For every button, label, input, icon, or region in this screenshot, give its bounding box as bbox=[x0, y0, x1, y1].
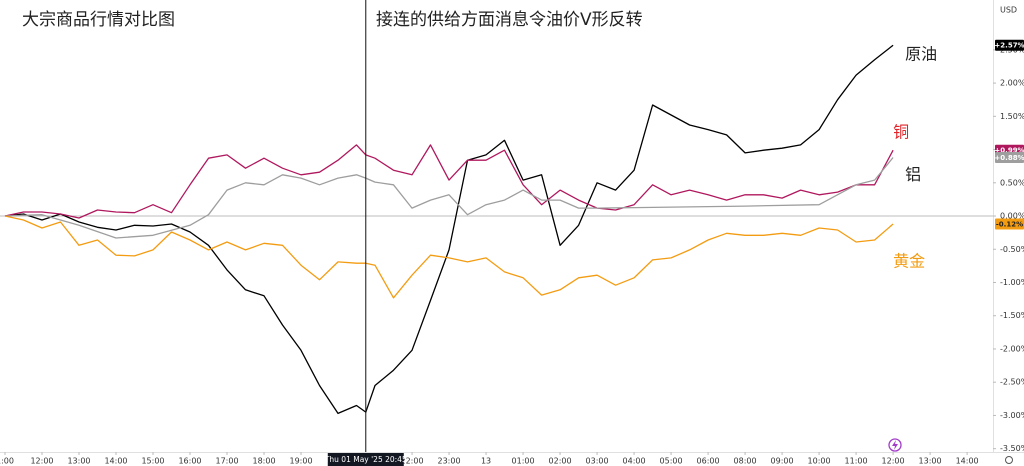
x-tick-label: 12:00 bbox=[30, 457, 53, 466]
series-name-label: 铜 bbox=[893, 123, 909, 142]
x-tick-label: 04:00 bbox=[623, 457, 646, 466]
x-tick-label: 05:00 bbox=[660, 457, 683, 466]
x-tick-label: 16:00 bbox=[178, 457, 201, 466]
series-name-label: 铝 bbox=[905, 165, 921, 184]
crosshair-label-bg bbox=[327, 453, 404, 466]
series-line bbox=[4, 44, 894, 415]
x-tick-label: 13:00 bbox=[919, 457, 942, 466]
x-tick-label: 19:00 bbox=[289, 457, 312, 466]
y-tick-label: -2.50% bbox=[1000, 378, 1024, 387]
series-name-label: 原油 bbox=[905, 45, 937, 64]
x-tick-label: 14:00 bbox=[104, 457, 127, 466]
crosshair-label: Thu 01 May '25 20:45 bbox=[324, 455, 407, 464]
chart-subtitle: 接连的供给方面消息令油价V形反转 bbox=[376, 10, 643, 30]
x-tick-label: 15:00 bbox=[141, 457, 164, 466]
y-tick-label: -2.00% bbox=[1000, 344, 1024, 353]
x-tick-label: 03:00 bbox=[586, 457, 609, 466]
y-tick-label: -1.50% bbox=[1000, 311, 1024, 320]
series-line bbox=[4, 144, 894, 219]
y-tick-label: 0.50% bbox=[1000, 178, 1024, 187]
value-badge bbox=[995, 39, 1024, 51]
x-tick-label: 17:00 bbox=[215, 457, 238, 466]
settings-icon[interactable] bbox=[1005, 456, 1013, 464]
x-tick-label: 23:00 bbox=[438, 457, 461, 466]
value-badge-label: +0.88% bbox=[994, 154, 1024, 162]
replay-icon[interactable] bbox=[888, 438, 902, 452]
x-tick-label: 06:00 bbox=[697, 457, 720, 466]
value-badge-label: +2.57% bbox=[994, 42, 1024, 50]
series-line bbox=[4, 157, 894, 239]
x-tick-label: 22:00 bbox=[401, 457, 424, 466]
y-tick-label: 1.50% bbox=[1000, 112, 1024, 121]
x-tick-label: 13 bbox=[481, 457, 491, 466]
x-tick-label: 11:00 bbox=[845, 457, 868, 466]
x-tick-label: 1:00 bbox=[0, 457, 14, 466]
value-badge bbox=[995, 218, 1024, 230]
y-tick-label: 0.00% bbox=[1000, 212, 1024, 221]
icon-ring bbox=[888, 438, 902, 452]
series-line bbox=[4, 215, 894, 299]
x-tick-label: 02:00 bbox=[549, 457, 572, 466]
y-tick-label: -1.00% bbox=[1000, 278, 1024, 287]
value-badge bbox=[995, 152, 1024, 164]
currency-label[interactable]: USD bbox=[1000, 6, 1017, 15]
chart-title: 大宗商品行情对比图 bbox=[22, 10, 175, 30]
gear bbox=[1005, 456, 1013, 464]
y-tick-label: -3.50% bbox=[1000, 444, 1024, 453]
y-tick-label: -3.00% bbox=[1000, 411, 1024, 420]
series-name-label: 黄金 bbox=[893, 252, 925, 271]
x-tick-label: 01:00 bbox=[512, 457, 535, 466]
x-tick-label: 14:00 bbox=[956, 457, 979, 466]
value-badge-label: -0.12% bbox=[996, 221, 1023, 229]
x-tick-label: 08:00 bbox=[734, 457, 757, 466]
x-tick-label: 12:00 bbox=[882, 457, 905, 466]
y-tick-label: -0.50% bbox=[1000, 245, 1024, 254]
x-tick-label: 13:00 bbox=[67, 457, 90, 466]
icon-bolt bbox=[892, 440, 898, 450]
y-tick-label: 2.00% bbox=[1000, 79, 1024, 88]
x-tick-label: 09:00 bbox=[771, 457, 794, 466]
x-tick-label: 10:00 bbox=[808, 457, 831, 466]
value-badge-label: +0.99% bbox=[994, 147, 1024, 155]
x-tick-label: 18:00 bbox=[252, 457, 275, 466]
